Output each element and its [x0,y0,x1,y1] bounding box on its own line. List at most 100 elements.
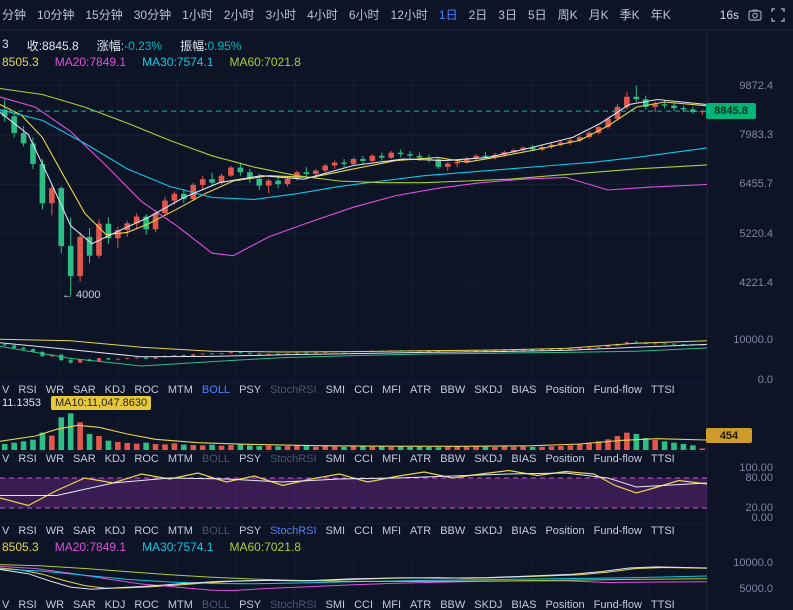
indicator-tab-cci[interactable]: CCI [354,525,374,537]
indicator-tab-psy[interactable]: PSY [239,598,262,610]
indicator-tab-sar[interactable]: SAR [73,525,96,537]
indicator-tab-boll[interactable]: BOLL [201,453,231,465]
indicator-tab-sar[interactable]: SAR [73,384,96,396]
indicator-tab-fund-flow[interactable]: Fund-flow [593,384,642,396]
indicator-tab-fund-flow[interactable]: Fund-flow [593,598,642,610]
indicator-tab-boll[interactable]: BOLL [201,598,231,610]
indicator-tab-wr[interactable]: WR [45,453,65,465]
indicator-tab-smi[interactable]: SMI [325,525,346,537]
indicator-tab-wr[interactable]: WR [45,525,65,537]
indicator-tab-position[interactable]: Position [545,598,585,610]
indicator-tab-v[interactable]: V [2,453,10,465]
indicator-tab-ttsi[interactable]: TTSI [650,598,675,610]
fullscreen-icon[interactable] [771,7,785,22]
timeframe-10分钟[interactable]: 10分钟 [37,8,75,22]
indicator-tab-position[interactable]: Position [545,453,585,465]
indicator-tab-bias[interactable]: BIAS [511,384,537,396]
indicator-tab-stochrsi[interactable]: StochRSI [270,384,317,396]
indicator-tab-skdj[interactable]: SKDJ [474,453,503,465]
indicator-tab-roc[interactable]: ROC [134,453,159,465]
indicator-tab-atr[interactable]: ATR [410,453,432,465]
timeframe-1日[interactable]: 1日 [438,8,458,22]
timeframe-4小时[interactable]: 4小时 [307,8,338,22]
indicator-tab-stochrsi[interactable]: StochRSI [270,453,317,465]
indicator-tab-v[interactable]: V [2,525,10,537]
indicator-tab-kdj[interactable]: KDJ [104,384,126,396]
indicator-tab-mfi[interactable]: MFI [382,453,402,465]
indicator-tab-mfi[interactable]: MFI [382,525,402,537]
timeframe-15分钟[interactable]: 15分钟 [85,8,123,22]
indicator-tab-rsi[interactable]: RSI [18,384,37,396]
indicator-tab-rsi[interactable]: RSI [18,598,37,610]
indicator-tab-psy[interactable]: PSY [239,453,262,465]
timeframe-季K[interactable]: 季K [619,8,640,22]
timeframe-12小时[interactable]: 12小时 [390,8,428,22]
indicator-tab-roc[interactable]: ROC [134,525,159,537]
indicator-tab-sar[interactable]: SAR [73,453,96,465]
indicator-tab-mtm[interactable]: MTM [167,453,193,465]
indicator-tab-mtm[interactable]: MTM [167,525,193,537]
indicator-tab-bbw[interactable]: BBW [440,598,466,610]
indicator-tab-bias[interactable]: BIAS [511,598,537,610]
indicator-tab-bias[interactable]: BIAS [511,525,537,537]
indicator-tab-position[interactable]: Position [545,525,585,537]
indicator-tab-skdj[interactable]: SKDJ [474,598,503,610]
timeframe-6小时[interactable]: 6小时 [348,8,380,22]
timeframe-2日[interactable]: 2日 [468,8,488,22]
indicator-tab-roc[interactable]: ROC [134,384,159,396]
indicator-tab-psy[interactable]: PSY [239,384,262,396]
indicator-tab-mtm[interactable]: MTM [167,384,193,396]
indicator-tab-cci[interactable]: CCI [354,453,374,465]
indicator-tab-cci[interactable]: CCI [354,384,374,396]
indicator-tab-bbw[interactable]: BBW [440,453,466,465]
indicator-tab-ttsi[interactable]: TTSI [650,384,675,396]
indicator-tab-atr[interactable]: ATR [410,598,432,610]
indicator-tab-wr[interactable]: WR [45,598,65,610]
indicator-tab-v[interactable]: V [2,598,10,610]
indicator-tab-stochrsi[interactable]: StochRSI [270,598,317,610]
timeframe-月K[interactable]: 月K [588,8,609,22]
indicator-tab-skdj[interactable]: SKDJ [474,525,503,537]
indicator-tab-mfi[interactable]: MFI [382,598,402,610]
indicator-tab-psy[interactable]: PSY [239,525,262,537]
indicator-tab-fund-flow[interactable]: Fund-flow [593,525,642,537]
timeframe-3日[interactable]: 3日 [498,8,517,22]
timeframe-2小时[interactable]: 2小时 [223,8,255,22]
indicator-tab-boll[interactable]: BOLL [201,525,231,537]
indicator-tab-rsi[interactable]: RSI [18,453,37,465]
timeframe-30分钟[interactable]: 30分钟 [133,8,172,22]
indicator-tab-mtm[interactable]: MTM [167,598,193,610]
indicator-tab-boll[interactable]: BOLL [201,384,231,396]
indicator-tab-skdj[interactable]: SKDJ [474,384,503,396]
indicator-tab-kdj[interactable]: KDJ [104,525,126,537]
screenshot-icon[interactable] [748,8,762,22]
indicator-tab-position[interactable]: Position [545,384,585,396]
timeframe-1小时[interactable]: 1小时 [182,8,213,22]
indicator-tab-kdj[interactable]: KDJ [104,598,126,610]
indicator-tab-smi[interactable]: SMI [325,384,346,396]
volume-ma10-badge[interactable]: MA10:11,047.8630 [50,396,152,410]
indicator-tab-bbw[interactable]: BBW [440,525,466,537]
timeframe-5日[interactable]: 5日 [527,8,547,22]
timeframe-周K[interactable]: 周K [557,8,578,22]
indicator-tab-bias[interactable]: BIAS [511,453,537,465]
indicator-tab-atr[interactable]: ATR [410,525,432,537]
indicator-tab-wr[interactable]: WR [45,384,65,396]
indicator-tab-fund-flow[interactable]: Fund-flow [593,453,642,465]
indicator-tab-stochrsi[interactable]: StochRSI [270,525,317,537]
timeframe-分钟[interactable]: 分钟 [2,8,27,22]
indicator-tab-roc[interactable]: ROC [134,598,159,610]
indicator-tab-smi[interactable]: SMI [325,453,346,465]
indicator-tab-bbw[interactable]: BBW [440,384,466,396]
indicator-tab-rsi[interactable]: RSI [18,525,37,537]
indicator-tab-atr[interactable]: ATR [410,384,432,396]
indicator-tab-v[interactable]: V [2,384,10,396]
indicator-tab-kdj[interactable]: KDJ [104,453,126,465]
indicator-tab-mfi[interactable]: MFI [382,384,402,396]
timeframe-年K[interactable]: 年K [650,8,671,22]
indicator-tab-smi[interactable]: SMI [325,598,346,610]
indicator-tab-ttsi[interactable]: TTSI [650,453,675,465]
indicator-tab-sar[interactable]: SAR [73,598,96,610]
indicator-tab-ttsi[interactable]: TTSI [650,525,675,537]
